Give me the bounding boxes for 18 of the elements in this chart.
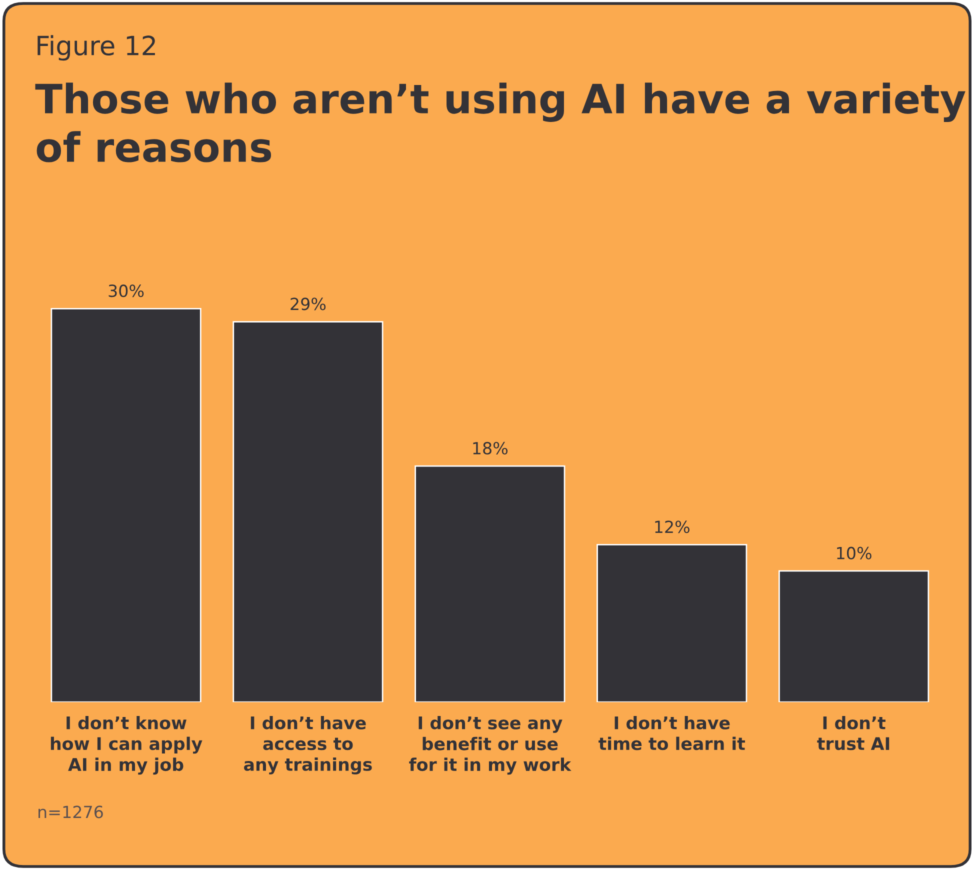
x-tick-label: I don’t have time to learn it [598,716,746,750]
chart-title: Those who aren’t using AI have a variety of reasons [35,82,966,162]
bar [414,465,566,702]
text: n=1276 [38,806,103,818]
data-label: 18% [473,442,508,454]
data-label: 29% [290,298,326,310]
data-label: 30% [108,284,144,298]
caption: Figure 12 [38,35,155,61]
data-label: 12% [655,520,690,534]
bar [596,544,748,702]
bar [232,321,384,702]
x-tick-label: I don’t have access to any trainings [244,716,372,774]
x-tick-label: I don’t know how I can apply AI in my job [50,716,202,775]
data-label: 10% [837,546,872,560]
x-tick-label: I don’t see any benefit or use for it in my work [409,716,572,775]
bar [778,570,930,702]
x-tick-label: I don’t trust AI [817,716,890,750]
bar [50,308,202,702]
